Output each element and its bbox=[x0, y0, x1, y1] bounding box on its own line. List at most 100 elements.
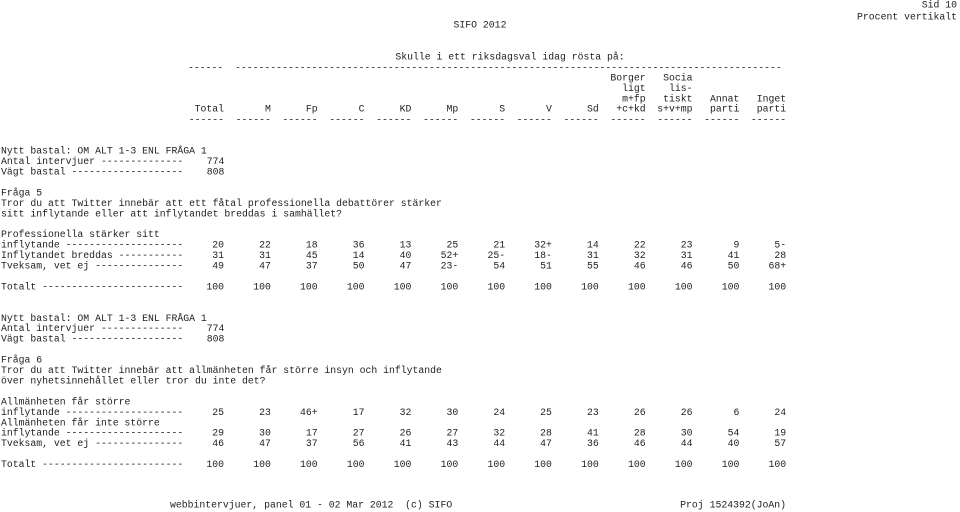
cell: 20 bbox=[212, 240, 224, 251]
cell: 31 bbox=[681, 250, 693, 261]
total-cell: 100 bbox=[441, 281, 459, 292]
cell: 31 bbox=[212, 250, 224, 261]
column-header: Inget bbox=[757, 93, 786, 104]
cell: 25- bbox=[487, 250, 505, 261]
cell: 26 bbox=[681, 407, 693, 418]
cell: 41 bbox=[400, 438, 412, 449]
column-rule: ------ bbox=[657, 115, 692, 126]
total-cell: 100 bbox=[628, 459, 646, 470]
column-header: KD bbox=[400, 104, 412, 115]
column-rule: ------ bbox=[189, 115, 224, 126]
total-cell: 100 bbox=[253, 281, 271, 292]
question-line: sitt inflytande eller att inflytandet br… bbox=[1, 208, 342, 219]
cell: 37 bbox=[306, 261, 318, 272]
column-rule: ------ bbox=[751, 115, 786, 126]
column-header: Total bbox=[195, 104, 225, 115]
cell: 32+ bbox=[534, 240, 552, 251]
total-cell: 100 bbox=[675, 281, 693, 292]
cell: 25 bbox=[540, 407, 552, 418]
column-header: Socia bbox=[663, 73, 693, 84]
total-cell: 100 bbox=[300, 459, 318, 470]
base-line: Nytt bastal: OM ALT 1-3 ENL FRÅGA 1 bbox=[1, 313, 207, 324]
cell: 44 bbox=[493, 438, 505, 449]
question-line: Fråga 5 bbox=[1, 187, 42, 198]
cell: 21 bbox=[493, 240, 505, 251]
question-line: Fråga 6 bbox=[1, 355, 42, 366]
percent-mode: Procent vertikalt bbox=[857, 12, 957, 23]
cell: 23- bbox=[441, 261, 459, 272]
footer-left: webbintervjuer, panel 01 - 02 Mar 2012 (… bbox=[170, 500, 452, 511]
total-cell: 100 bbox=[347, 281, 365, 292]
column-rule: ------ bbox=[376, 115, 411, 126]
cell: 26 bbox=[400, 428, 412, 439]
total-cell: 100 bbox=[581, 459, 599, 470]
column-header: S bbox=[499, 104, 505, 115]
cell: 25 bbox=[212, 407, 224, 418]
row-label: inflytande -------------------- bbox=[1, 407, 183, 418]
total-cell: 100 bbox=[722, 459, 740, 470]
column-header: s+v+mp bbox=[657, 104, 692, 115]
cell: 28 bbox=[774, 250, 786, 261]
column-header: Annat bbox=[710, 93, 739, 104]
column-header: +c+kd bbox=[616, 104, 646, 115]
cell: 6 bbox=[733, 407, 739, 418]
footer-right: Proj 1524392(JoAn) bbox=[680, 500, 786, 511]
cell: 36 bbox=[353, 240, 365, 251]
base-line: Antal intervjuer -------------- 774 bbox=[1, 156, 225, 167]
column-rule: ------ bbox=[329, 115, 364, 126]
total-cell: 100 bbox=[300, 281, 318, 292]
total-cell: 100 bbox=[253, 459, 271, 470]
cell: 36 bbox=[587, 438, 599, 449]
cell: 24 bbox=[493, 407, 505, 418]
cell: 57 bbox=[774, 438, 786, 449]
cell: 54 bbox=[728, 428, 740, 439]
cell: 32 bbox=[493, 428, 505, 439]
column-header: Mp bbox=[446, 104, 458, 115]
total-label: Totalt ------------------------ bbox=[1, 281, 183, 292]
column-header: M bbox=[265, 104, 271, 115]
cell: 41 bbox=[587, 428, 599, 439]
cell: 14 bbox=[353, 250, 365, 261]
cell: 27 bbox=[446, 428, 458, 439]
column-header: parti bbox=[757, 104, 787, 115]
column-rule: ------ bbox=[423, 115, 458, 126]
cell: 29 bbox=[212, 428, 224, 439]
cell: 43 bbox=[446, 438, 458, 449]
cell: 5- bbox=[774, 240, 786, 251]
cell: 26 bbox=[634, 407, 646, 418]
cell: 32 bbox=[400, 407, 412, 418]
row-label: Professionella stärker sitt bbox=[1, 229, 160, 240]
cell: 23 bbox=[259, 407, 271, 418]
base-line: Antal intervjuer -------------- 774 bbox=[1, 323, 225, 334]
cell: 47 bbox=[400, 261, 412, 272]
column-header: ligt bbox=[622, 83, 646, 94]
cell: 30 bbox=[681, 428, 693, 439]
total-cell: 100 bbox=[394, 281, 412, 292]
report-name: SIFO 2012 bbox=[454, 20, 507, 31]
column-header: Fp bbox=[306, 104, 318, 115]
cell: 40 bbox=[400, 250, 412, 261]
cell: 45 bbox=[306, 250, 318, 261]
cell: 24 bbox=[774, 407, 786, 418]
total-cell: 100 bbox=[487, 459, 505, 470]
total-cell: 100 bbox=[487, 281, 505, 292]
cell: 28 bbox=[634, 428, 646, 439]
cell: 44 bbox=[681, 438, 693, 449]
cell: 51 bbox=[540, 261, 552, 272]
cell: 46 bbox=[634, 438, 646, 449]
cell: 40 bbox=[728, 438, 740, 449]
cell: 19 bbox=[774, 428, 786, 439]
cell: 46+ bbox=[300, 407, 318, 418]
column-header: parti bbox=[710, 104, 740, 115]
cell: 30 bbox=[259, 428, 271, 439]
cell: 18- bbox=[534, 250, 552, 261]
row-label: Inflytandet breddas ----------- bbox=[1, 250, 183, 261]
cell: 68+ bbox=[769, 261, 787, 272]
cell: 23 bbox=[587, 407, 599, 418]
base-line: Vägt bastal ------------------- 808 bbox=[1, 334, 225, 345]
cell: 32 bbox=[634, 250, 646, 261]
cell: 47 bbox=[259, 438, 271, 449]
cell: 14 bbox=[587, 240, 599, 251]
cell: 31 bbox=[587, 250, 599, 261]
column-header: tiskt bbox=[663, 93, 692, 104]
